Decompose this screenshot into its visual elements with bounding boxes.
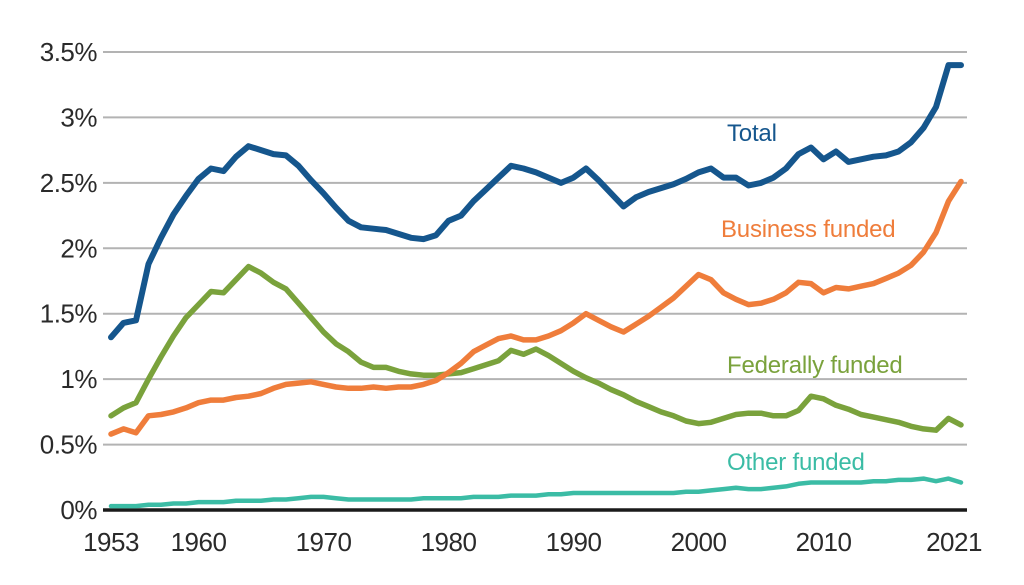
y-axis-tick-label: 2.5% — [40, 168, 98, 198]
series-line-other-funded — [108, 476, 964, 509]
y-axis-tick-label: 1% — [60, 364, 97, 394]
series-label-total: Total — [727, 120, 777, 147]
x-axis-tick-label: 1980 — [421, 527, 477, 557]
series-label-business-funded: Business funded — [721, 216, 896, 243]
x-axis-tick-label: 1953 — [83, 527, 139, 557]
x-axis-tick-label: 2021 — [926, 527, 982, 557]
x-axis-tick-label: 2010 — [796, 527, 852, 557]
y-axis-tick-label: 2% — [60, 233, 97, 263]
series-line-business-funded — [108, 178, 964, 437]
y-axis-tick-label: 0% — [60, 495, 97, 525]
x-axis-tick-label: 1970 — [296, 527, 352, 557]
x-axis-tick-label: 2000 — [671, 527, 727, 557]
series-label-other-funded: Other funded — [727, 449, 865, 476]
y-axis-tick-label: 1.5% — [40, 299, 98, 329]
series-line-total — [108, 62, 964, 341]
x-axis-tick-label: 1960 — [171, 527, 227, 557]
y-axis-tick-label: 3% — [60, 102, 97, 132]
x-axis-tick-label: 1990 — [546, 527, 602, 557]
series-line-federally-funded — [108, 263, 964, 433]
series-label-federally-funded: Federally funded — [727, 352, 903, 379]
y-axis-tick-label: 0.5% — [40, 430, 98, 460]
y-axis-tick-label: 3.5% — [40, 37, 98, 67]
